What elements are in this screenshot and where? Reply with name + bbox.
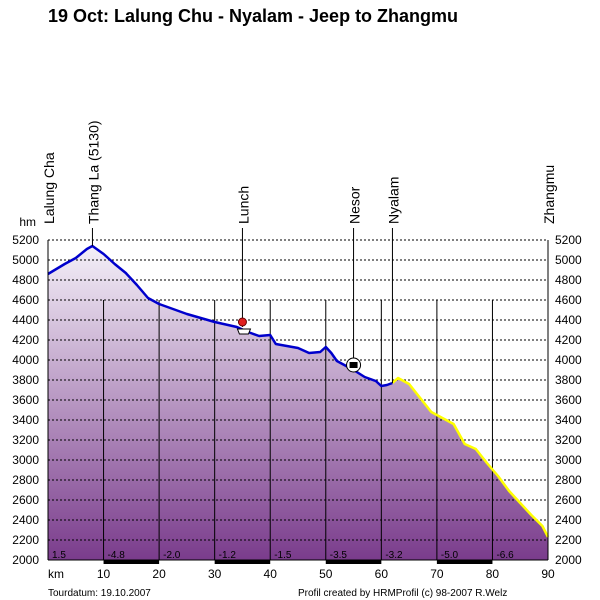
y-axis-unit: hm — [19, 215, 36, 229]
waypoint-label: Lalung Cha — [41, 152, 57, 224]
x-tick-label: 70 — [430, 567, 444, 581]
credit-text: Profil created by HRMProfil (c) 98-2007 … — [298, 588, 507, 599]
x-tick-label: 40 — [264, 567, 278, 581]
y-tick-label-left: 4800 — [12, 273, 39, 287]
y-tick-label-right: 2000 — [555, 553, 582, 567]
y-tick-label-left: 3800 — [12, 373, 39, 387]
y-tick-label-left: 2600 — [12, 493, 39, 507]
x-tick-label: 80 — [486, 567, 500, 581]
gradient-band — [103, 560, 160, 564]
y-tick-label-right: 4200 — [555, 333, 582, 347]
y-tick-label-right: 3800 — [555, 373, 582, 387]
waypoint-label: Zhangmu — [541, 165, 557, 224]
x-tick-label: 60 — [375, 567, 389, 581]
y-tick-label-left: 5000 — [12, 253, 39, 267]
y-tick-label-right: 5000 — [555, 253, 582, 267]
y-tick-label-left: 4400 — [12, 313, 39, 327]
x-tick-label: 10 — [97, 567, 111, 581]
plate-shape — [236, 328, 252, 335]
y-tick-label-left: 4600 — [12, 293, 39, 307]
waypoint-label: Nesor — [347, 186, 363, 224]
y-tick-label-left: 3200 — [12, 433, 39, 447]
x-tick-label: 90 — [541, 567, 555, 581]
y-tick-label-right: 4400 — [555, 313, 582, 327]
y-tick-label-left: 2400 — [12, 513, 39, 527]
gradient-label: -3.5 — [330, 550, 348, 561]
waypoint-label: Thang La (5130) — [85, 120, 101, 224]
y-tick-label-left: 2200 — [12, 533, 39, 547]
y-tick-label-right: 4000 — [555, 353, 582, 367]
gradient-label: -4.8 — [108, 550, 126, 561]
y-tick-label-right: 5200 — [555, 233, 582, 247]
y-tick-label-left: 3600 — [12, 393, 39, 407]
y-tick-label-left: 2000 — [12, 553, 39, 567]
bus-shape — [349, 362, 358, 368]
x-tick-label: 20 — [152, 567, 166, 581]
gradient-label: -2.0 — [163, 550, 181, 561]
y-tick-label-right: 4600 — [555, 293, 582, 307]
gradient-label: -1.5 — [274, 550, 292, 561]
y-tick-label-right: 2800 — [555, 473, 582, 487]
y-tick-label-right: 3200 — [555, 433, 582, 447]
x-tick-label: 30 — [208, 567, 222, 581]
bus-icon — [346, 357, 362, 373]
x-axis-unit: km — [48, 567, 64, 581]
y-tick-label-left: 5200 — [12, 233, 39, 247]
x-tick-label: 50 — [319, 567, 333, 581]
y-tick-label-right: 3000 — [555, 453, 582, 467]
apple-shape — [237, 317, 247, 327]
y-tick-label-right: 2200 — [555, 533, 582, 547]
y-tick-label-left: 3000 — [12, 453, 39, 467]
y-tick-label-right: 4800 — [555, 273, 582, 287]
gradient-band — [436, 560, 493, 564]
restaurant-icon — [236, 317, 252, 335]
gradient-label: -5.0 — [441, 550, 459, 561]
y-tick-label-right: 3400 — [555, 413, 582, 427]
profile-area — [48, 246, 548, 560]
gradient-label: 1.5 — [52, 550, 66, 561]
waypoint-label: Nyalam — [385, 177, 401, 224]
y-tick-label-right: 2600 — [555, 493, 582, 507]
waypoint-label: Lunch — [235, 186, 251, 224]
y-tick-label-right: 2400 — [555, 513, 582, 527]
profile-line-jeep — [391, 376, 550, 538]
y-tick-label-left: 4000 — [12, 353, 39, 367]
y-tick-label-right: 3600 — [555, 393, 582, 407]
gradient-band — [325, 560, 382, 564]
gradient-label: -1.2 — [219, 550, 237, 561]
gradient-label: -6.6 — [496, 550, 514, 561]
y-tick-label-left: 2800 — [12, 473, 39, 487]
tour-date: Tourdatum: 19.10.2007 — [48, 588, 151, 599]
gradient-band — [214, 560, 271, 564]
chart-title: 19 Oct: Lalung Chu - Nyalam - Jeep to Zh… — [48, 6, 458, 26]
gradient-label: -3.2 — [385, 550, 403, 561]
y-tick-label-left: 4200 — [12, 333, 39, 347]
y-tick-label-left: 3400 — [12, 413, 39, 427]
